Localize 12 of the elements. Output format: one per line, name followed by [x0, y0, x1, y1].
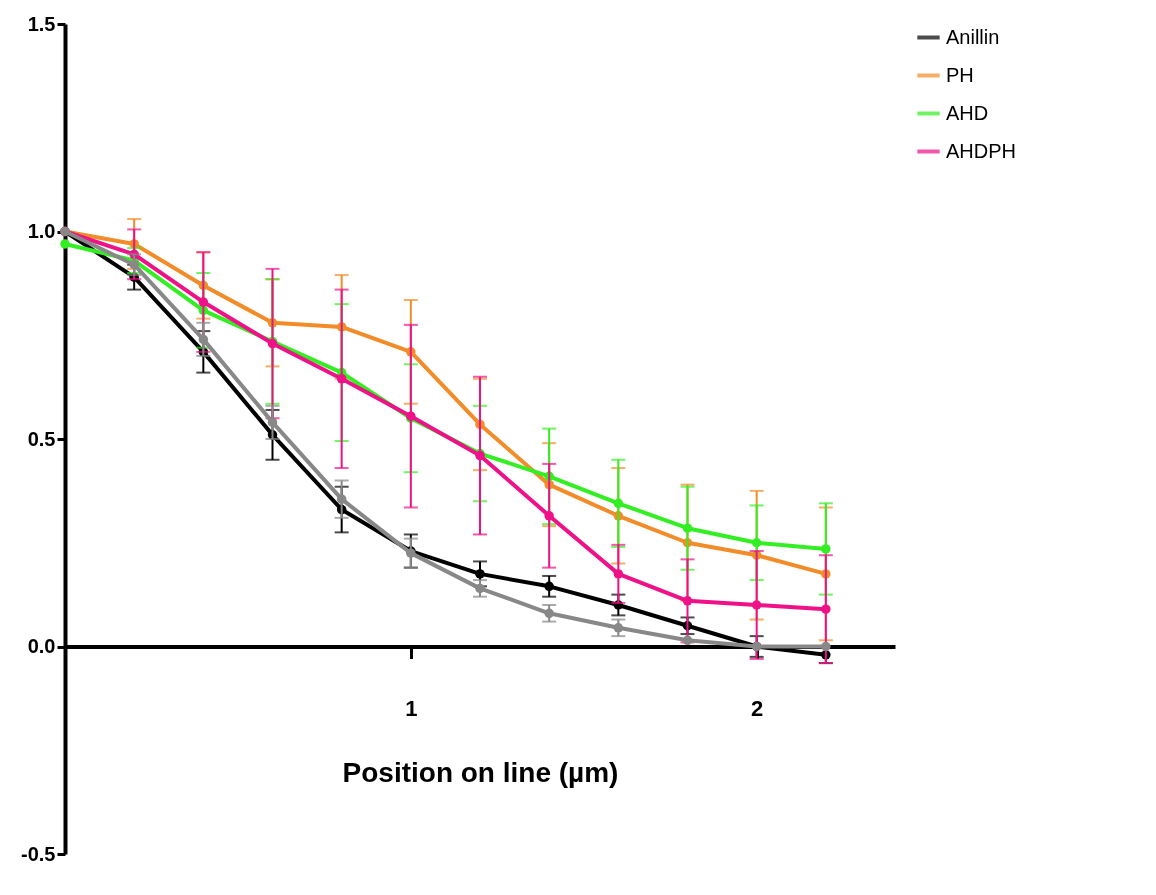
legend-label: AHD [946, 101, 989, 124]
y-tick-label: 1.0 [27, 220, 56, 242]
x-axis-title: Position on line (µm) [342, 757, 619, 788]
y-tick-label: 1.5 [27, 12, 56, 35]
y-tick-label: 0.0 [27, 635, 56, 657]
legend-label: AHDPH [946, 139, 1017, 162]
x-tick-label: 1 [405, 696, 418, 721]
y-tick-label: 0.5 [27, 427, 56, 450]
legend-label: PH [946, 63, 974, 86]
y-tick-label: -0.5 [21, 842, 56, 865]
legend-label: Anillin [946, 25, 1000, 48]
x-tick-label: 2 [751, 696, 764, 721]
